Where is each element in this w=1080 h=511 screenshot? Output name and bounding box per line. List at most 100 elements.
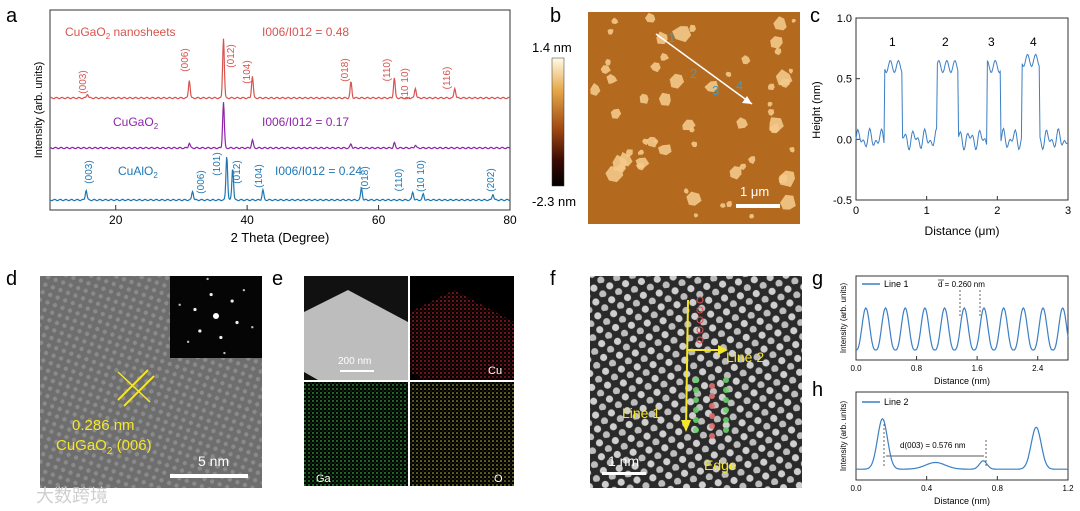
- xrd-peak-label-cualo2-4: (104): [254, 164, 265, 187]
- afm-flake: [669, 73, 685, 89]
- saed-spot: [178, 303, 181, 306]
- watermark: 大数跨境: [36, 486, 108, 506]
- afm-flake: [725, 71, 732, 78]
- afm-flake: [748, 156, 756, 165]
- afm-flake: [617, 163, 626, 173]
- panel-letter-c: c: [810, 5, 820, 27]
- afm-flake: [682, 119, 696, 131]
- height-peak-2: 2: [942, 35, 949, 49]
- saed-spot: [251, 326, 254, 329]
- afm-flake: [686, 191, 702, 206]
- height-ylabel: Height (nm): [811, 81, 823, 138]
- afm-flake: [789, 147, 795, 153]
- afm-flake: [642, 138, 648, 146]
- stem-atom-red: [709, 423, 715, 429]
- saed-spot: [219, 335, 223, 340]
- afm-flake: [719, 203, 726, 208]
- stem-atom-red: [696, 326, 704, 334]
- xrd-trace-0: [49, 38, 511, 100]
- afm-flake: [729, 166, 742, 180]
- xrd-peak-label-cualo2-6: (110): [394, 169, 405, 192]
- afm-flake: [611, 17, 619, 25]
- xrd-peak-label-cualo2-7: (10 10): [416, 160, 427, 192]
- lattice-line-1: [117, 369, 149, 401]
- edge-label: Edge: [704, 457, 737, 473]
- height-xtick-label-1: 1: [924, 205, 930, 217]
- line1-path: [685, 299, 689, 431]
- hrtem-scalebar: [170, 474, 248, 478]
- stem-atom-red: [696, 306, 704, 314]
- afm-flake: [741, 55, 751, 65]
- height-xtick-label-2: 2: [994, 205, 1000, 217]
- afm-flake: [689, 24, 696, 32]
- stem-atom-green: [723, 377, 729, 383]
- lattice-marker: [117, 371, 151, 403]
- afm-flake: [774, 48, 782, 56]
- hrtem-scalebar-label: 5 nm: [198, 453, 229, 469]
- stem-atom-green: [723, 387, 729, 393]
- afm-flake: [749, 214, 755, 219]
- h-frame: [855, 391, 1069, 481]
- afm-flake: [638, 149, 644, 155]
- afm-flake: [635, 157, 650, 169]
- height-profile-panel: Height (nm) Distance (μm) 0 1 2 3 1.0 0.5 0.0 -…: [811, 13, 1071, 238]
- xrd-peak-label-nano-4: (018): [340, 58, 351, 81]
- xrd-peak-label-cualo2-8: (202): [486, 168, 497, 191]
- g-ticks: 0.0 0.8 1.6 2.4: [850, 356, 1044, 373]
- panel-letter-h: h: [812, 379, 823, 401]
- afm-flake: [693, 213, 699, 218]
- stem-atom-green: [693, 427, 699, 433]
- saed-spot: [186, 340, 190, 344]
- xrd-peak-label-cualo2-1: (006): [196, 170, 207, 193]
- ratio-cualo2: I006/I012 = 0.24: [275, 164, 362, 178]
- h-annotation: d(003) = 0.576 nm: [900, 441, 966, 450]
- panel-letter-f: f: [550, 268, 556, 290]
- afm-flake: [770, 36, 783, 49]
- stem-atom-green: [723, 427, 729, 433]
- xrd-peak-label-cualo2-0: (003): [84, 160, 95, 183]
- height-ytick-label-1: 0.5: [837, 74, 852, 86]
- ga-map: [304, 382, 408, 486]
- stem-atom-red: [696, 296, 704, 304]
- height-ticks: 0 1 2 3 1.0 0.5 0.0 -0.5: [833, 13, 1071, 217]
- height-peak-1: 1: [889, 35, 896, 49]
- saed-spot: [206, 277, 209, 281]
- height-peak-4: 4: [1030, 35, 1037, 49]
- saed-spots: [178, 277, 254, 355]
- height-ytick-label-3: -0.5: [833, 195, 852, 207]
- h-trace: [856, 417, 1068, 470]
- cu-map-label: Cu: [488, 365, 502, 377]
- eds-scalebar-label: 200 nm: [338, 356, 371, 367]
- panel-letter-a: a: [6, 5, 18, 27]
- g-xtick-label-3: 2.4: [1032, 364, 1044, 373]
- afm-marker-1: 1: [668, 30, 675, 45]
- stem-atom-green: [693, 417, 699, 423]
- afm-flakes: [590, 12, 796, 219]
- stem-atom-green: [723, 407, 729, 413]
- xrd-xtick-label-1: 40: [240, 213, 254, 227]
- afm-scale-bottom: -2.3 nm: [532, 194, 576, 209]
- h-xtick-label-0: 0.0: [850, 484, 862, 493]
- stem-atom-green: [693, 397, 699, 403]
- afm-flake: [779, 170, 795, 187]
- h-xtick-label-1: 0.4: [921, 484, 933, 493]
- g-dbar: d = 0.260 nm: [938, 280, 985, 289]
- height-peak-3: 3: [988, 35, 995, 49]
- saed-spot: [242, 288, 246, 292]
- o-map: [410, 382, 514, 486]
- afm-flake: [610, 108, 622, 119]
- xrd-xtick-label-0: 20: [109, 213, 123, 227]
- afm-arrowhead: [742, 96, 752, 104]
- h-ylabel: Intensity (arb. units): [839, 401, 848, 472]
- eds-panel: 200 nm Cu Ga O: [304, 276, 514, 486]
- height-xlabel: Distance (μm): [925, 224, 1000, 238]
- xrd-ylabel: Intensity (arb. units): [33, 62, 45, 159]
- saed-spot: [235, 320, 239, 325]
- plane-label: CuGaO2 (006): [56, 437, 152, 457]
- afm-panel: 1.4 nm -2.3 nm 1 2 3 4 1 μm: [532, 12, 800, 224]
- afm-image: [588, 12, 800, 224]
- h-xlabel: Distance (nm): [934, 496, 990, 506]
- afm-flake: [658, 92, 671, 106]
- xrd-peak-label-nano-1: (006): [180, 48, 191, 71]
